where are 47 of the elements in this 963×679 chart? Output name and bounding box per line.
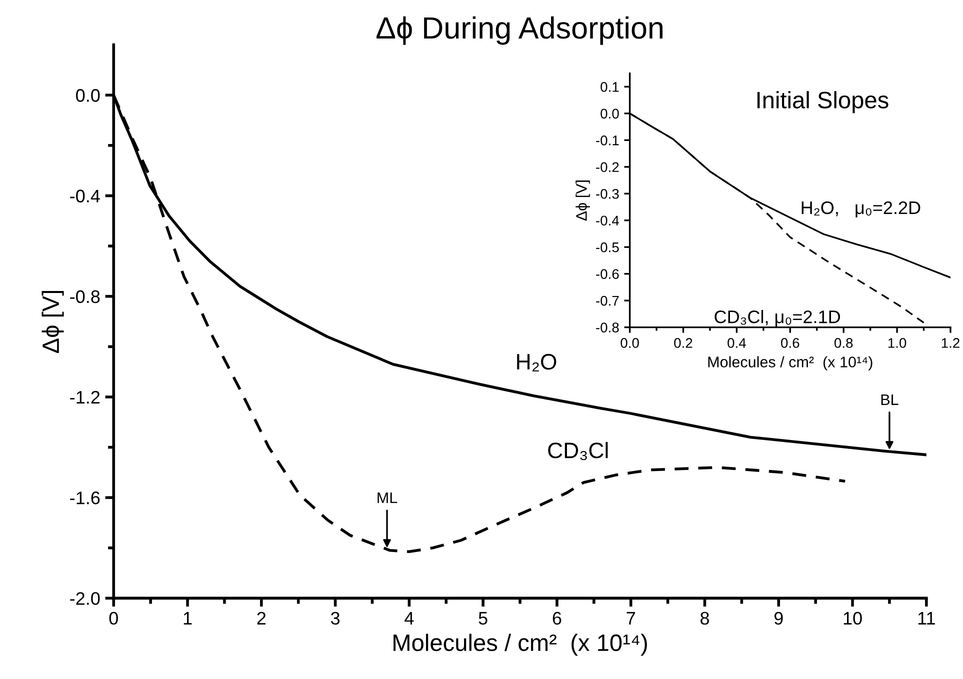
x-tick-label: 5: [478, 612, 488, 625]
x-tick-label: 1.0: [888, 338, 906, 348]
x-axis-title: Molecules / cm² (x 10¹⁴): [394, 634, 647, 656]
y-axis-title: Δϕ [V]: [42, 290, 64, 354]
x-tick-label: 11: [918, 612, 935, 624]
series-label: H₂O: [517, 354, 556, 372]
x-tick-label: 0.6: [781, 338, 800, 348]
y-tick-label: -1.2: [70, 390, 100, 404]
series-label: H₂O, μ₀=2.2D: [802, 201, 920, 218]
y-axis-title: Δϕ [V]: [576, 180, 590, 221]
annotation: ML: [378, 492, 398, 504]
y-tick-label: -2.0: [70, 592, 100, 605]
y-tick-label: -0.4: [596, 216, 619, 226]
y-tick-label: -0.4: [70, 190, 100, 202]
y-tick-label: -0.2: [596, 162, 619, 172]
x-tick-label: 3: [330, 612, 340, 625]
x-tick-label: 0.2: [674, 338, 692, 348]
x-tick-label: 0.8: [834, 338, 853, 348]
x-tick-label: 8: [700, 612, 709, 625]
y-tick-label: -0.8: [70, 290, 100, 304]
x-tick-label: 2: [257, 612, 266, 624]
chart-title: Δϕ During Adsorption: [376, 16, 662, 45]
x-tick-label: 1.2: [942, 338, 960, 348]
text: Initial Slopes: [757, 91, 888, 114]
x-tick-label: 0: [109, 612, 118, 625]
x-tick-label: 0.4: [728, 338, 746, 348]
x-tick-label: 10: [844, 612, 862, 625]
y-tick-label: 0.0: [76, 89, 100, 102]
series-label: CD₃Cl: [548, 442, 608, 460]
series-label: CD₃Cl, μ₀=2.1D: [714, 310, 840, 327]
x-tick-label: 9: [774, 612, 783, 625]
y-tick-label: 0.1: [600, 82, 619, 92]
y-tick-label: -0.5: [596, 242, 619, 252]
y-tick-label: -1.6: [70, 492, 100, 504]
y-tick-label: 0.0: [600, 108, 619, 119]
annotation: BL: [881, 394, 898, 405]
y-tick-label: -0.7: [596, 296, 619, 306]
y-tick-label: -0.8: [596, 322, 619, 332]
y-tick-label: -0.1: [596, 135, 619, 146]
y-tick-label: -0.6: [596, 269, 619, 279]
y-tick-label: -0.3: [596, 188, 619, 199]
x-tick-label: 4: [404, 612, 414, 624]
x-tick-label: 7: [626, 612, 635, 624]
x-axis-title: Molecules / cm² (x 10¹⁴): [708, 356, 872, 370]
x-tick-label: 0.0: [620, 338, 639, 348]
x-tick-label: 1: [184, 612, 192, 624]
x-tick-label: 6: [552, 612, 562, 625]
